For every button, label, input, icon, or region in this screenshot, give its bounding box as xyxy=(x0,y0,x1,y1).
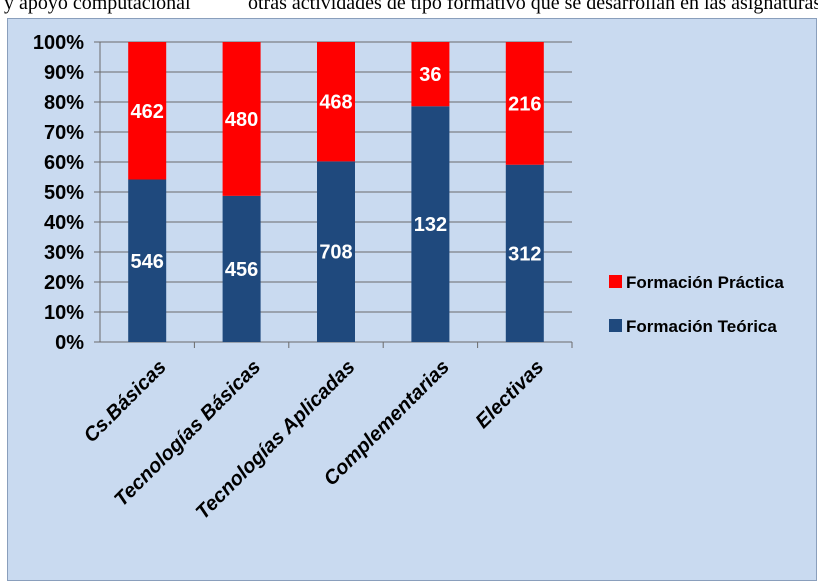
bar-teorica xyxy=(222,195,261,342)
bar-teorica xyxy=(128,179,167,342)
top-text-strip: y apoyo computacional otras actividades … xyxy=(0,0,818,20)
legend-label-practica: Formación Práctica xyxy=(626,273,784,292)
y-tick-label: 80% xyxy=(44,92,84,114)
legend-label-teorica: Formación Teórica xyxy=(626,317,777,336)
y-tick-label: 100% xyxy=(33,32,84,54)
data-label-teorica: 312 xyxy=(508,243,541,265)
y-tick-label: 40% xyxy=(44,212,84,234)
y-tick-label: 50% xyxy=(44,182,84,204)
bar-practica xyxy=(505,42,544,165)
bar-practica xyxy=(411,42,450,107)
category-label: Cs.Básicas xyxy=(80,356,171,447)
bar-practica xyxy=(128,42,167,180)
y-tick-label: 70% xyxy=(44,122,84,144)
data-label-teorica: 546 xyxy=(131,251,164,273)
top-text-left: y apoyo computacional xyxy=(4,0,191,14)
data-label-teorica: 132 xyxy=(414,214,447,236)
top-text-right: otras actividades de tipo formativo que … xyxy=(248,0,818,14)
category-label: Tecnologías Aplicadas xyxy=(192,356,360,524)
bar-teorica xyxy=(317,161,355,342)
legend-swatch-practica xyxy=(609,275,622,288)
data-label-practica: 462 xyxy=(131,101,164,123)
data-label-teorica: 708 xyxy=(319,242,352,264)
data-label-teorica: 456 xyxy=(225,259,258,281)
category-label: Electivas xyxy=(471,356,548,433)
bar-practica xyxy=(222,42,261,196)
bar-practica xyxy=(317,42,355,162)
legend-swatch-teorica xyxy=(609,319,622,332)
y-tick-label: 30% xyxy=(44,242,84,264)
bar-teorica xyxy=(505,164,544,342)
y-tick-label: 0% xyxy=(55,332,84,354)
bar-teorica xyxy=(411,106,450,343)
y-tick-label: 20% xyxy=(44,272,84,294)
y-tick-label: 90% xyxy=(44,62,84,84)
y-tick-label: 10% xyxy=(44,302,84,324)
data-label-practica: 36 xyxy=(419,64,441,86)
data-label-practica: 468 xyxy=(319,92,352,114)
data-label-practica: 216 xyxy=(508,93,541,115)
y-tick-label: 60% xyxy=(44,152,84,174)
data-label-practica: 480 xyxy=(225,109,258,131)
